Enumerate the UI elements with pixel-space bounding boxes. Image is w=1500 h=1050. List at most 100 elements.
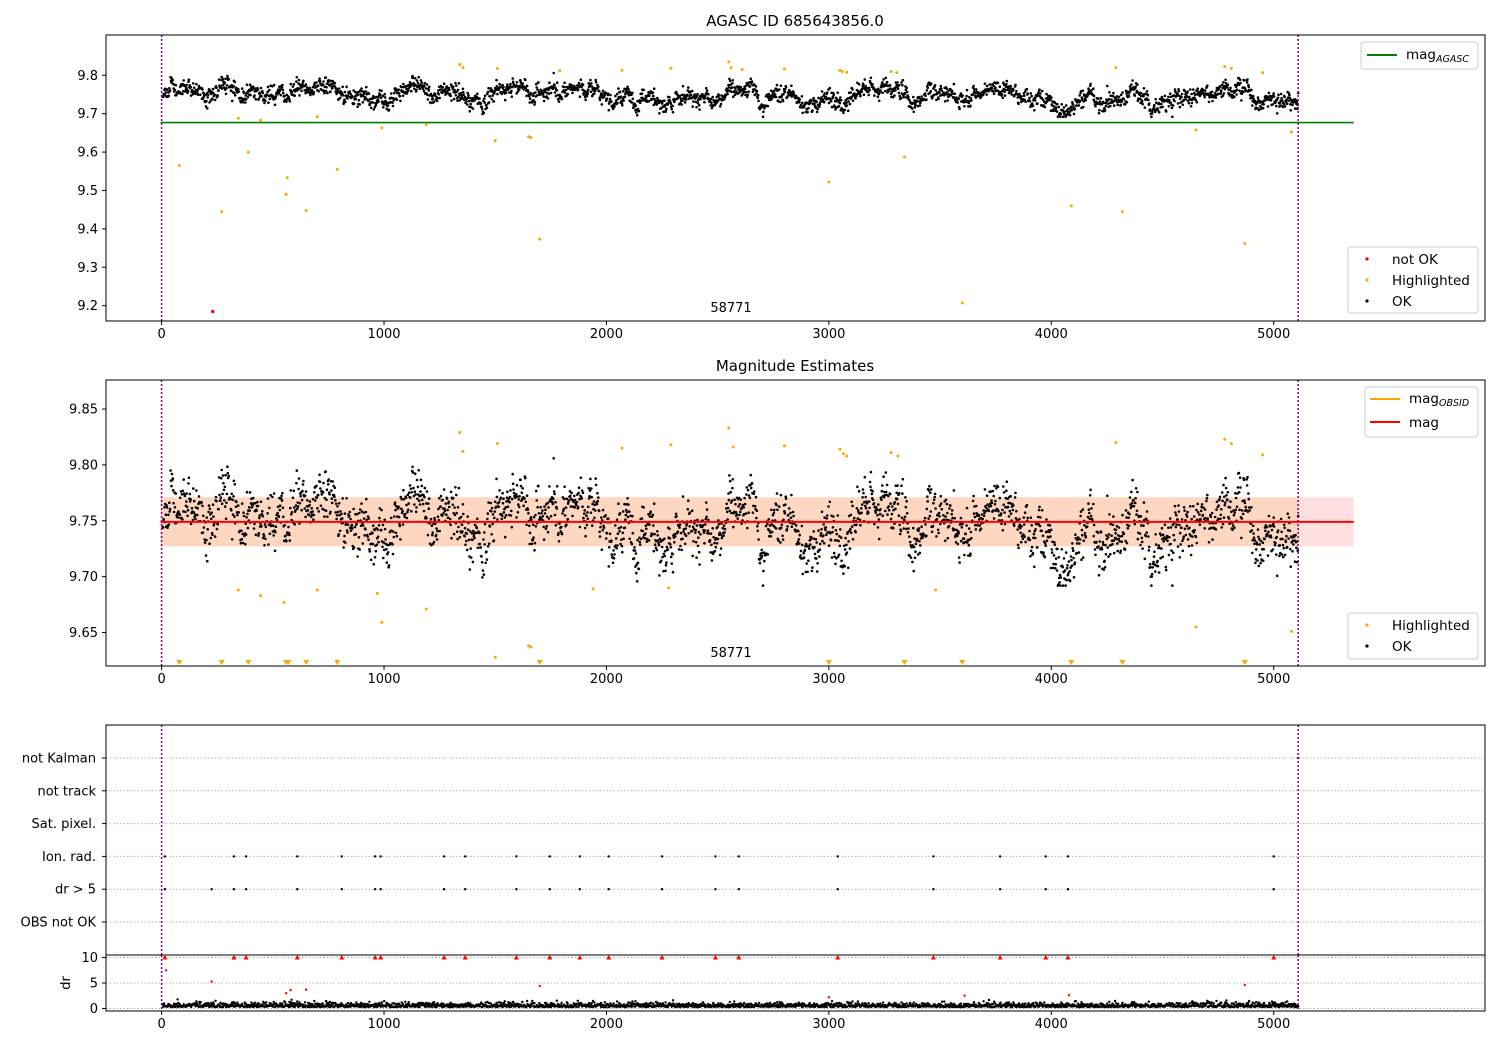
ok-point (488, 525, 492, 528)
ok-point (510, 85, 514, 89)
ok-point (938, 515, 941, 518)
ok-point (1006, 497, 1009, 501)
highlighted-point (727, 60, 731, 64)
ok-point (661, 555, 664, 559)
ok-point (352, 546, 356, 549)
ok-point (827, 544, 831, 547)
ok-point (1058, 573, 1062, 577)
ok-point (697, 530, 701, 534)
ok-point (703, 100, 706, 104)
highlighted-point (1114, 66, 1118, 70)
ok-point (462, 512, 465, 516)
ok-point (762, 569, 765, 573)
ok-point (944, 515, 947, 518)
ok-point (532, 99, 535, 102)
ok-point (704, 86, 708, 90)
ok-point (822, 100, 826, 104)
ok-point (1097, 573, 1101, 577)
ok-point (1222, 92, 1226, 95)
legend-mag-agasc-sub: AGASC (1435, 54, 1469, 65)
ok-point (773, 89, 776, 93)
ok-point (1115, 95, 1119, 98)
ok-point (557, 540, 561, 543)
ok-point (322, 481, 325, 485)
ok-point (437, 518, 441, 522)
ok-point (391, 543, 394, 546)
ok-point (635, 580, 639, 583)
ok-point (543, 505, 546, 508)
ok-point (268, 522, 272, 526)
ok-point (1048, 530, 1051, 534)
ok-point (205, 99, 208, 103)
ok-point (798, 542, 801, 545)
ok-point (985, 494, 989, 498)
ok-point (1140, 94, 1143, 98)
ok-point (392, 98, 396, 102)
ok-point (394, 531, 398, 535)
ok-point (493, 500, 497, 504)
ok-point (478, 97, 481, 100)
ok-point (1159, 106, 1162, 109)
ok-point (315, 81, 318, 84)
ok-point (948, 507, 951, 510)
ok-point (165, 506, 169, 509)
ok-point (526, 508, 530, 512)
ok-point (542, 99, 546, 103)
ok-point (415, 79, 419, 82)
ok-point (451, 503, 455, 507)
ok-point (783, 511, 787, 515)
ok-point (1029, 92, 1033, 95)
ok-point (1009, 512, 1013, 515)
ok-point (322, 80, 325, 83)
ok-point (621, 531, 625, 535)
ok-point (325, 488, 329, 492)
ok-point (568, 490, 572, 493)
ok-point (1117, 526, 1121, 529)
ok-point (1002, 491, 1006, 494)
ok-point (407, 491, 411, 495)
ok-point (688, 90, 692, 93)
ok-point (1239, 81, 1242, 85)
ok-point (213, 98, 217, 102)
ok-point (300, 89, 303, 93)
ok-point (226, 471, 230, 475)
ok-point (455, 530, 459, 533)
ok-point (167, 513, 170, 517)
ok-point (456, 506, 460, 509)
ok-point (810, 536, 813, 539)
ok-point (651, 97, 654, 101)
ok-point (562, 85, 566, 89)
ok-point (619, 542, 622, 546)
ok-point (369, 558, 373, 562)
ok-point (1012, 524, 1016, 527)
ok-point (779, 493, 783, 497)
ok-point (258, 91, 262, 94)
ok-point (613, 553, 616, 556)
ok-point (197, 495, 201, 498)
legend-ok: OK (1392, 294, 1413, 310)
ok-point (766, 522, 769, 526)
ok-point (533, 549, 536, 552)
ok-point (232, 479, 236, 483)
ok-point (939, 494, 943, 498)
ok-point (1056, 547, 1059, 551)
ok-point (893, 94, 896, 97)
ok-point (483, 543, 487, 546)
ok-point (1173, 99, 1176, 103)
ok-point (233, 80, 237, 84)
ok-point (425, 490, 429, 493)
ok-point (324, 89, 328, 93)
ok-point (583, 512, 586, 515)
ok-point (925, 89, 929, 92)
ok-point (435, 99, 439, 103)
ok-point (611, 561, 615, 565)
ok-point (308, 86, 312, 90)
ok-point (1240, 99, 1243, 102)
ok-point (217, 476, 221, 479)
ok-point (1100, 548, 1104, 551)
ok-point (690, 529, 694, 533)
ok-point (334, 511, 338, 514)
ok-point (416, 485, 420, 489)
ok-point (566, 517, 569, 521)
ok-point (449, 490, 453, 494)
